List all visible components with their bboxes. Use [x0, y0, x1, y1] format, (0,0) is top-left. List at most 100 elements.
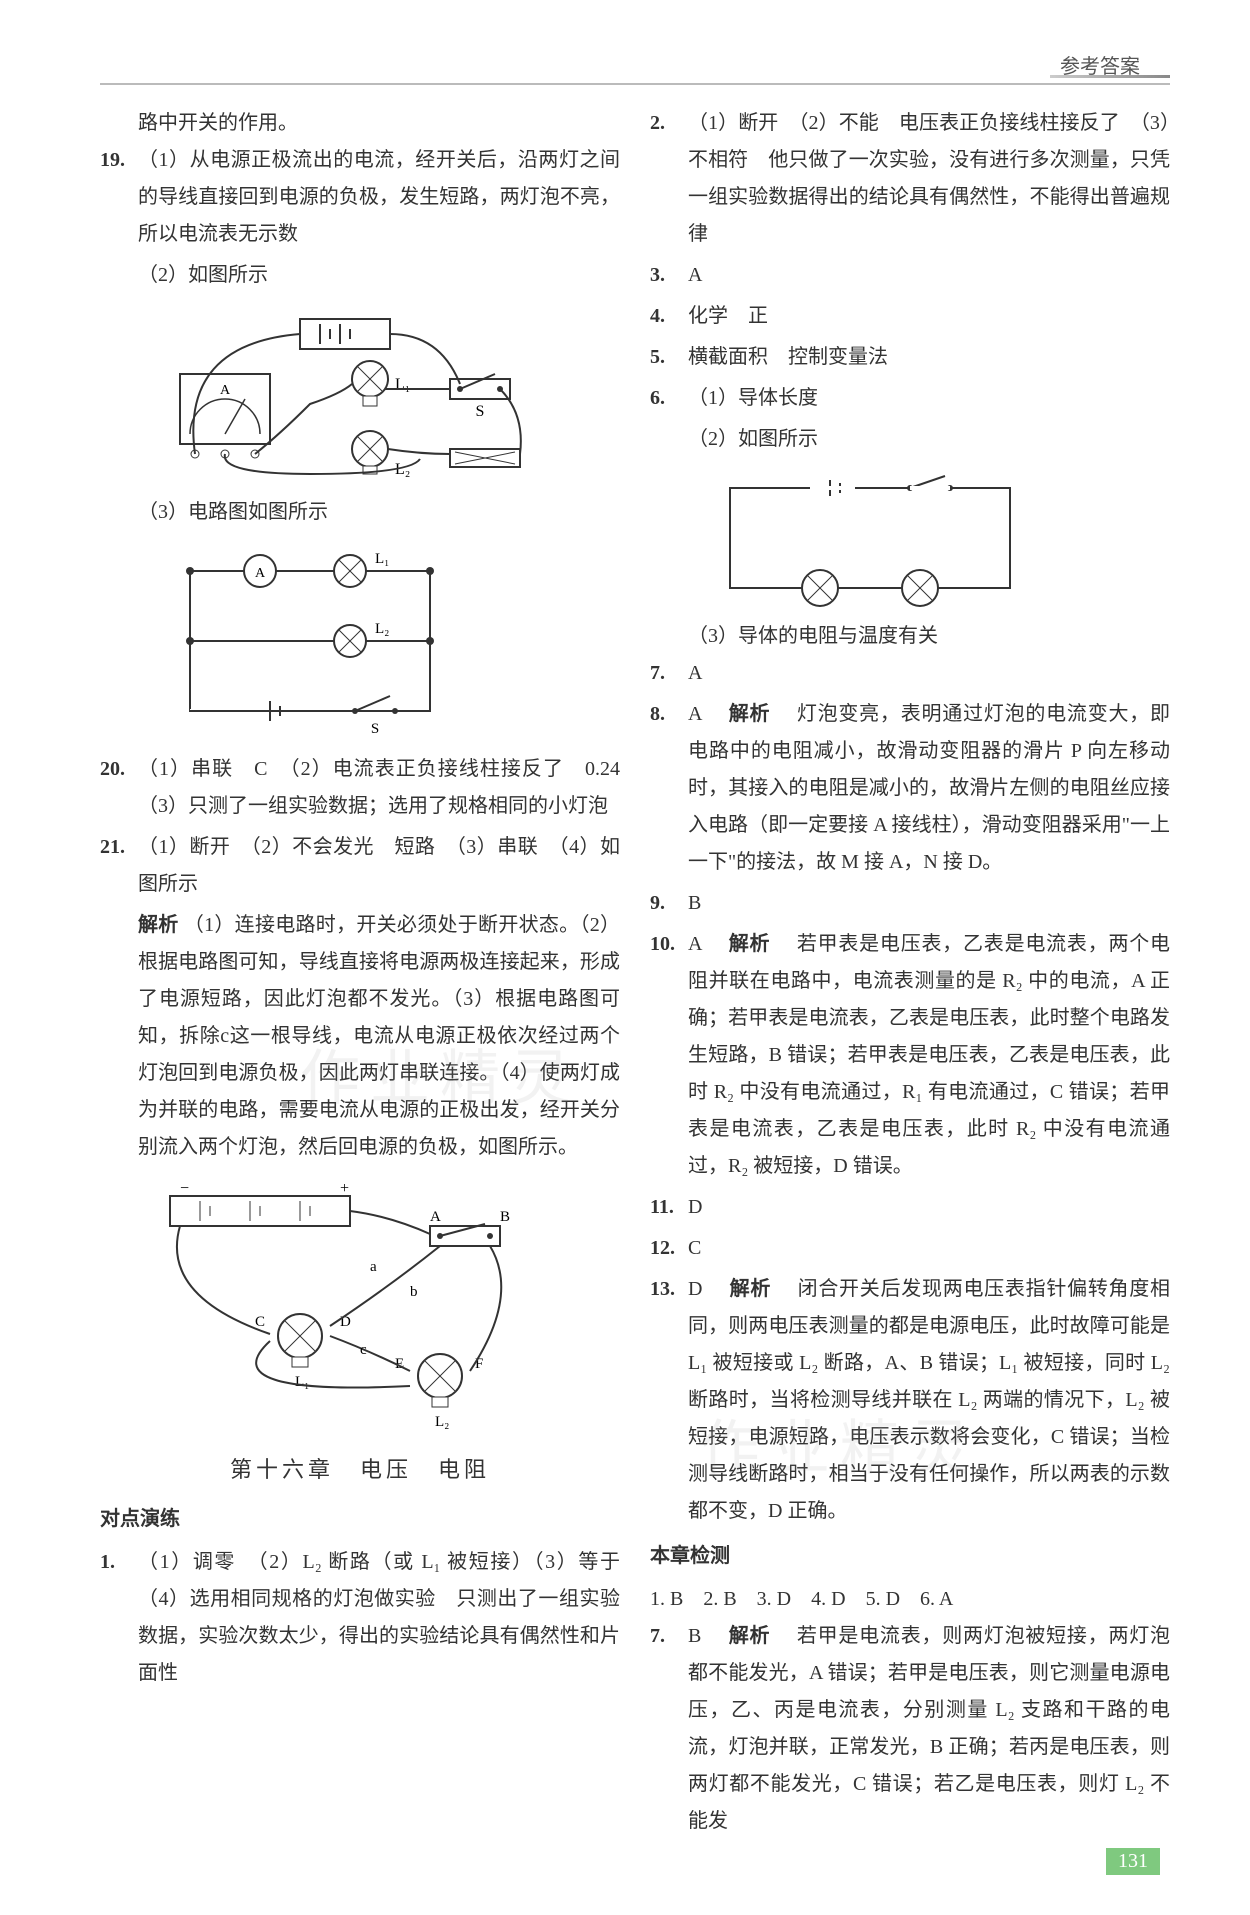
q-text: C [688, 1230, 1170, 1267]
left-column: 路中开关的作用。 19. （1）从电源正极流出的电流，经开关后，沿两灯之间的导线… [100, 105, 620, 1844]
chapter-title: 第十六章 电压 电阻 [100, 1450, 620, 1491]
bulb-l1-label: L₁ [395, 376, 410, 393]
l1-sym: L₁ [375, 551, 389, 567]
analysis-label: 解析 [730, 1278, 771, 1300]
q-text: D [688, 1189, 1170, 1226]
answer: B [688, 1625, 701, 1647]
question-7: 7. A [650, 655, 1170, 692]
q-text: 横截面积 控制变量法 [688, 339, 1170, 376]
l2-sym: L₂ [375, 621, 389, 637]
q-text: （1）串联 C （2）电流表正负接线柱接反了 0.24 （3）只测了一组实验数据… [138, 751, 620, 825]
q-num: 4. [650, 298, 688, 335]
q-num: 7. [650, 1618, 688, 1840]
answer-row: 1. B 2. B 3. D 4. D 5. D 6. A [650, 1581, 1170, 1618]
q-num: 20. [100, 751, 138, 825]
question-20: 20. （1）串联 C （2）电流表正负接线柱接反了 0.24 （3）只测了一组… [100, 751, 620, 825]
question-13: 13. D 解析 闭合开关后发现两电压表指针偏转角度相同，则两电压表测量的都是电… [650, 1271, 1170, 1530]
q-text: A [688, 257, 1170, 294]
label-c: C [255, 1314, 265, 1330]
analysis-text: 若甲表是电压表，乙表是电流表，两个电阻并联在电路中，电流表测量的是 R₂ 中的电… [688, 933, 1170, 1177]
answer: A [688, 703, 701, 725]
question-4: 4. 化学 正 [650, 298, 1170, 335]
label-a: A [430, 1209, 441, 1225]
q-text: （1）断开 （2）不会发光 短路 （3）串联 （4）如图所示 [138, 829, 620, 903]
wire-a: a [370, 1259, 377, 1275]
hanging-text: 路中开关的作用。 [100, 105, 620, 142]
q-num: 21. [100, 829, 138, 903]
q-num: 10. [650, 926, 688, 1185]
q-num: 2. [650, 105, 688, 253]
q-text: （1）从电源正极流出的电流，经开关后，沿两灯之间的导线直接回到电源的负极，发生短… [138, 142, 620, 253]
q-num: 6. [650, 380, 688, 417]
q-text: 化学 正 [688, 298, 1170, 335]
analysis-label: 解析 [729, 703, 771, 725]
question-1: 1. （1）调零 （2）L₂ 断路（或 L₁ 被短接）（3）等于 （4）选用相同… [100, 1544, 620, 1692]
analysis-label: 解析 [729, 933, 771, 955]
q-num: 13. [650, 1271, 688, 1530]
circuit-physical-svg: A L₁ [160, 304, 540, 484]
question-19: 19. （1）从电源正极流出的电流，经开关后，沿两灯之间的导线直接回到电源的负极… [100, 142, 620, 253]
analysis-text: 闭合开关后发现两电压表指针偏转角度相同，则两电压表测量的都是电源电压，此时故障可… [688, 1278, 1170, 1522]
circuit-schematic-svg: A L₁ L₂ [160, 541, 460, 741]
section-title-2: 本章检测 [650, 1538, 1170, 1575]
label-f: F [475, 1356, 483, 1372]
series-bulbs-svg [710, 468, 1030, 608]
section-title: 对点演练 [100, 1501, 620, 1538]
wire-c: c [360, 1342, 367, 1358]
q-text: A 解析 灯泡变亮，表明通过灯泡的电流变大，即电路中的电阻减小，故滑动变阻器的滑… [688, 696, 1170, 881]
q-text: （1）断开 （2）不能 电压表正负接线柱接反了 （3）不相符 他只做了一次实验，… [688, 105, 1170, 253]
q-text: （1）导体长度 [688, 380, 1170, 417]
svg-text:+: + [340, 1180, 349, 1197]
wire-b: b [410, 1284, 418, 1300]
analysis-text: 若甲是电流表，则两灯泡被短接，两灯泡都不能发光，A 错误；若甲是电压表，则它测量… [688, 1625, 1170, 1832]
q-num: 19. [100, 142, 138, 253]
label-l2: L₂ [435, 1414, 449, 1430]
figure-21: − + A B [130, 1176, 620, 1436]
answer: A [688, 933, 701, 955]
q-text: B 解析 若甲是电流表，则两灯泡被短接，两灯泡都不能发光，A 错误；若甲是电压表… [688, 1618, 1170, 1840]
ammeter-label: A [220, 383, 231, 398]
q-text: A [688, 655, 1170, 692]
analysis-label: 解析 [138, 914, 179, 936]
q-num: 8. [650, 696, 688, 881]
q-num: 3. [650, 257, 688, 294]
parallel-circuit-svg: − + A B [130, 1176, 550, 1436]
label-b: B [500, 1209, 510, 1225]
q21-analysis: 解析 （1）连接电路时，开关必须处于断开状态。（2）根据电路图可知，导线直接将电… [100, 907, 620, 1166]
q-num: 12. [650, 1230, 688, 1267]
question-5: 5. 横截面积 控制变量法 [650, 339, 1170, 376]
question-2: 2. （1）断开 （2）不能 电压表正负接线柱接反了 （3）不相符 他只做了一次… [650, 105, 1170, 253]
header-accent [1050, 75, 1170, 78]
figure-19-2: A L₁ [160, 304, 620, 484]
q-num: 7. [650, 655, 688, 692]
q19-p3: （3）电路图如图所示 [100, 494, 620, 531]
switch-sym: S [371, 721, 379, 737]
switch-label: S [476, 403, 485, 420]
right-column: 2. （1）断开 （2）不能 电压表正负接线柱接反了 （3）不相符 他只做了一次… [650, 105, 1170, 1844]
q-num: 1. [100, 1544, 138, 1692]
columns: 路中开关的作用。 19. （1）从电源正极流出的电流，经开关后，沿两灯之间的导线… [100, 105, 1170, 1844]
q-text: B [688, 885, 1170, 922]
question-11: 11. D [650, 1189, 1170, 1226]
header-title: 参考答案 [100, 50, 1170, 85]
question-21: 21. （1）断开 （2）不会发光 短路 （3）串联 （4）如图所示 [100, 829, 620, 903]
label-l1: L₁ [295, 1374, 309, 1390]
q-num: 9. [650, 885, 688, 922]
question-9: 9. B [650, 885, 1170, 922]
q-text: A 解析 若甲表是电压表，乙表是电流表，两个电阻并联在电路中，电流表测量的是 R… [688, 926, 1170, 1185]
analysis-text: 灯泡变亮，表明通过灯泡的电流变大，即电路中的电阻减小，故滑动变阻器的滑片 P 向… [688, 703, 1170, 873]
question-10: 10. A 解析 若甲表是电压表，乙表是电流表，两个电阻并联在电路中，电流表测量… [650, 926, 1170, 1185]
answer: D [688, 1278, 702, 1300]
q-text: D 解析 闭合开关后发现两电压表指针偏转角度相同，则两电压表测量的都是电源电压，… [688, 1271, 1170, 1530]
figure-6 [710, 468, 1170, 608]
q-num: 5. [650, 339, 688, 376]
q6-p2: （2）如图所示 [650, 421, 1170, 458]
analysis-label: 解析 [729, 1625, 771, 1647]
q19-p2: （2）如图所示 [100, 257, 620, 294]
svg-text:−: − [180, 1180, 189, 1197]
analysis-text: （1）连接电路时，开关必须处于断开状态。（2）根据电路图可知，导线直接将电源两极… [138, 914, 620, 1158]
page: 参考答案 作业精灵 作业精灵 路中开关的作用。 19. （1）从电源正极流出的电… [0, 0, 1250, 1915]
question-12: 12. C [650, 1230, 1170, 1267]
question-6: 6. （1）导体长度 [650, 380, 1170, 417]
question-3: 3. A [650, 257, 1170, 294]
